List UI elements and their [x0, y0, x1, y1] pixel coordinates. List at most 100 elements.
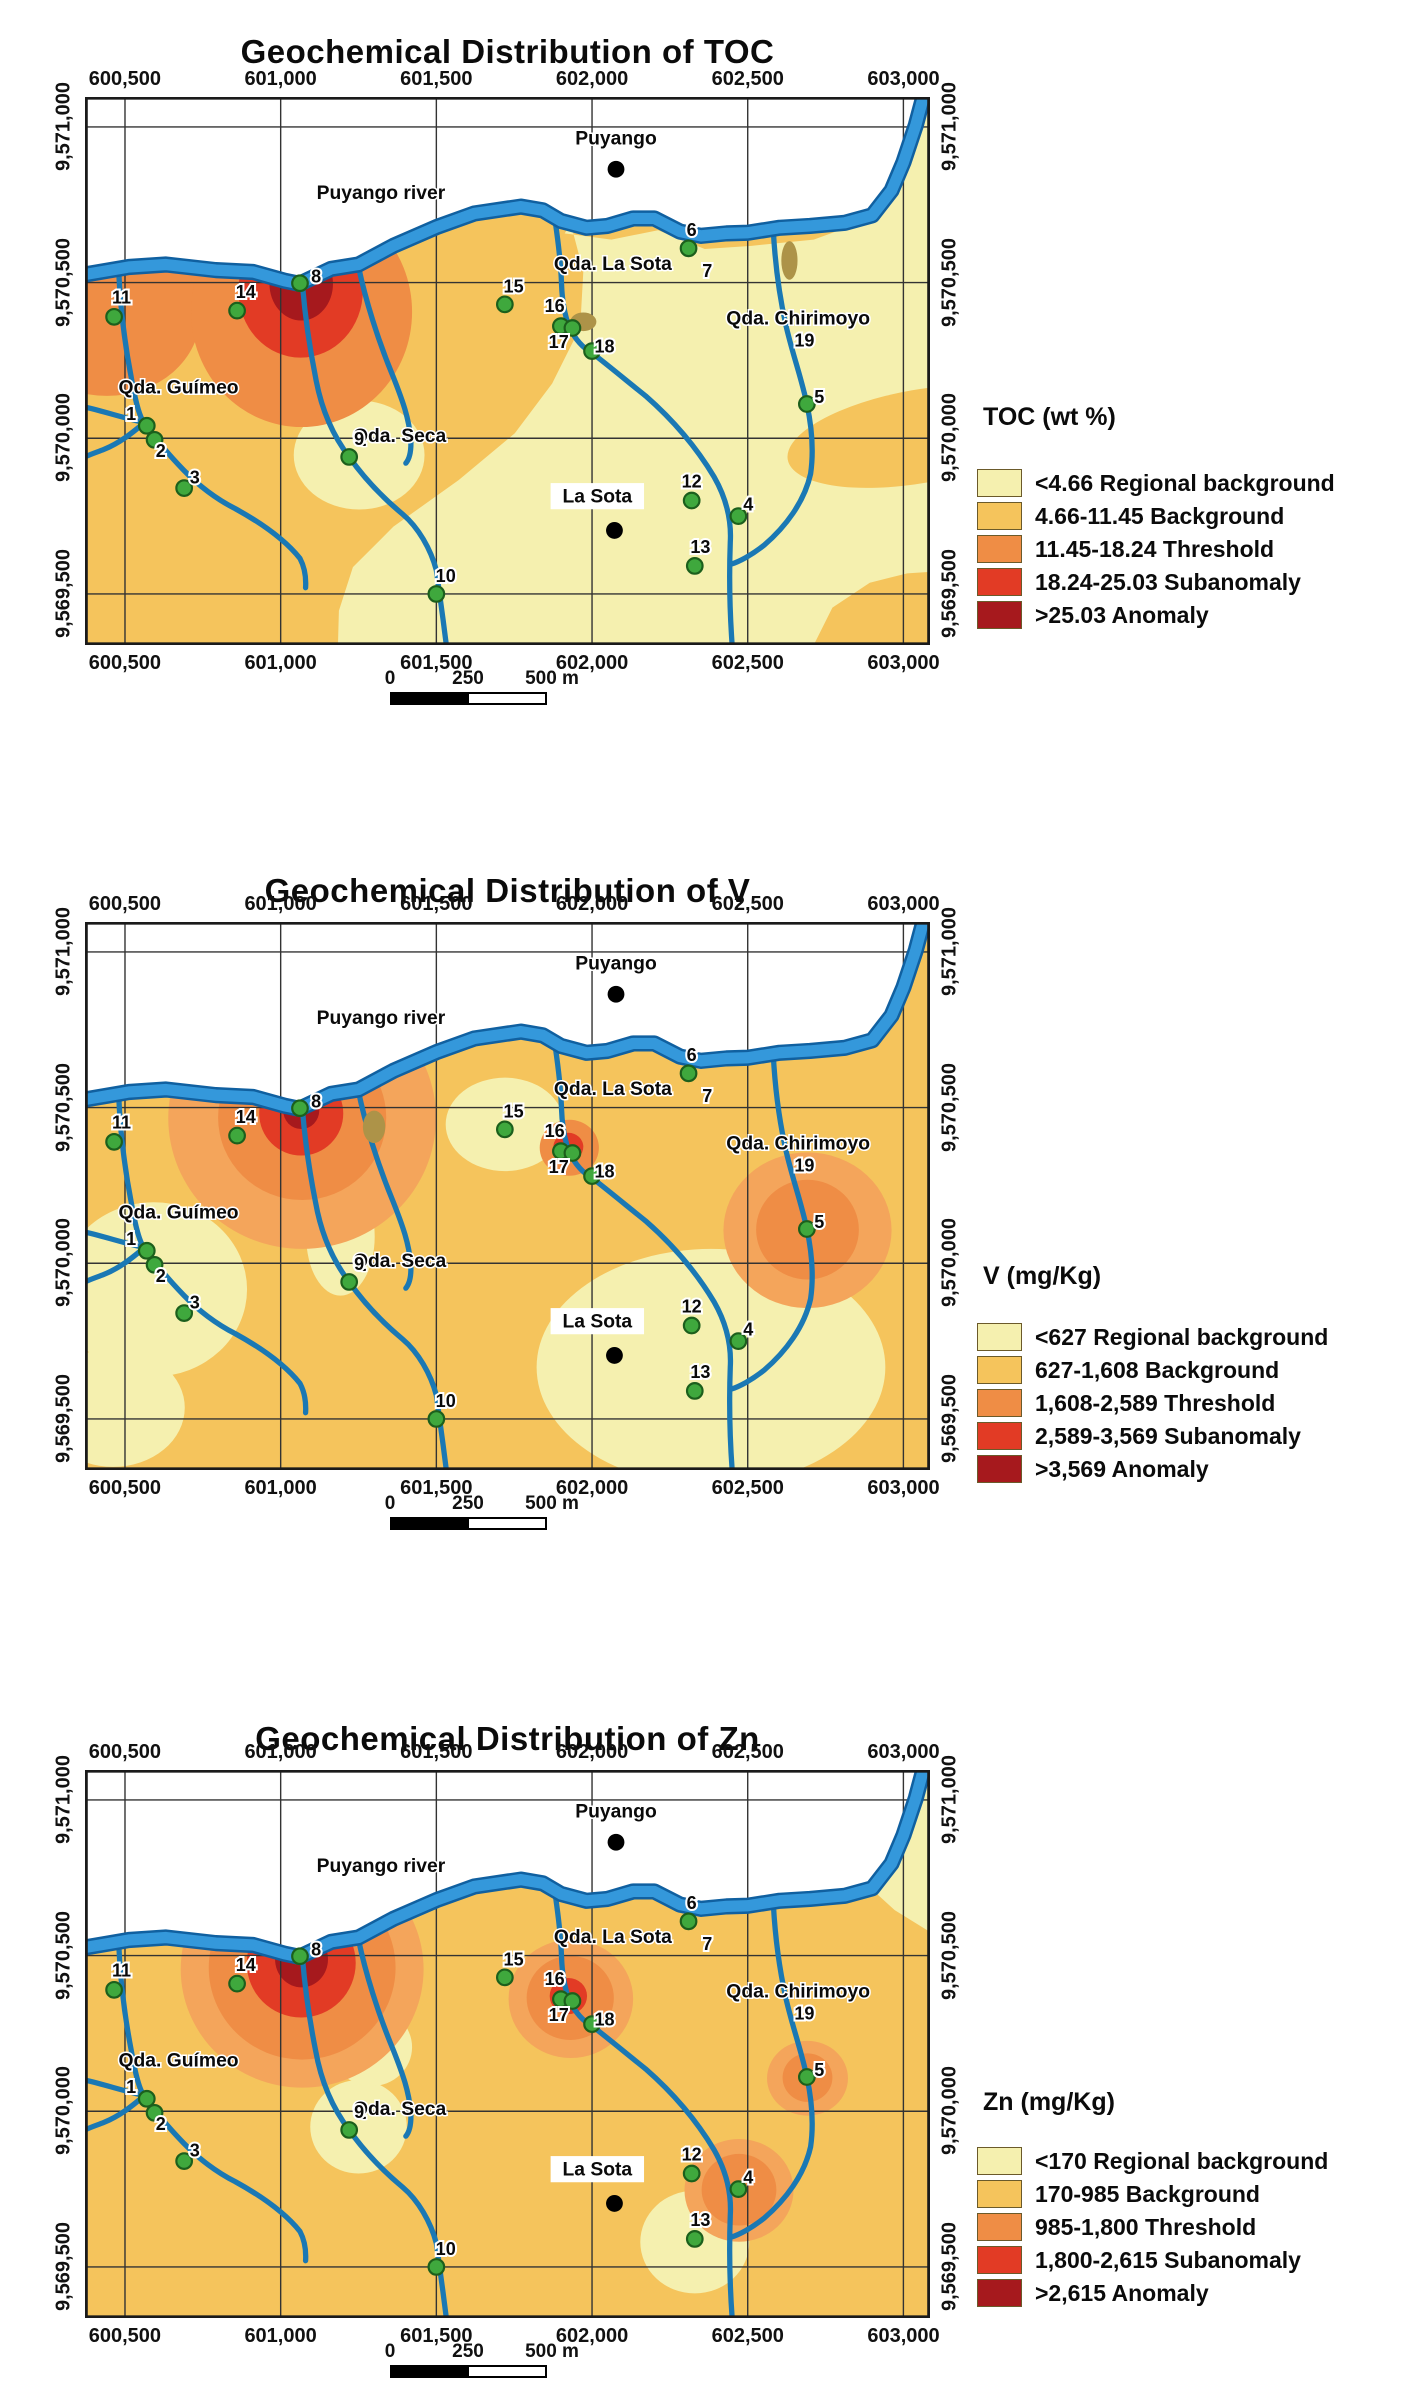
y-tick-label: 9,569,500: [52, 549, 75, 639]
zone-regional: [877, 1779, 930, 1932]
river-tributary: [552, 1044, 735, 1470]
legend-item-threshold: 11.45-18.24 Threshold: [977, 534, 1274, 564]
legend-item-anomaly: >2,615 Anomaly: [977, 2278, 1209, 2308]
legend-item-label: 18.24-25.03 Subanomaly: [1035, 568, 1301, 595]
sample-point-18: [583, 342, 601, 360]
place-label-qda-chirimoyo: Qda. Chirimoyo: [726, 308, 870, 329]
river-main-casing: [85, 1770, 930, 1965]
lithology-patch: [781, 241, 798, 280]
scale-label: 250: [452, 1493, 484, 1514]
legend-title-zn: Zn (mg/Kg): [983, 2088, 1115, 2116]
scale-label: 250: [452, 668, 484, 689]
y-tick-label: 9,570,000: [52, 2066, 75, 2156]
legend-item-anomaly: >3,569 Anomaly: [977, 1454, 1209, 1484]
scale-label: 0: [384, 2341, 396, 2362]
sample-point-13: [685, 2230, 704, 2248]
x-tick-label: 602,000: [555, 2325, 629, 2347]
legend-swatch-regional: [977, 2147, 1022, 2175]
legend-swatch-anomaly: [977, 1455, 1022, 1483]
sample-point-2: [145, 1255, 164, 1274]
sample-label-17: 17: [549, 332, 569, 352]
place-label-puyango: Puyango: [575, 128, 657, 149]
zone-threshold: [539, 1119, 599, 1176]
sample-point-2: [145, 2103, 164, 2122]
place-label-qda-la-sota: Qda. La Sota: [554, 1079, 672, 1100]
place-label-la-sota: La Sota: [562, 486, 632, 507]
zone-regional: [640, 2190, 750, 2294]
river-tributary: [85, 404, 147, 426]
sample-label-1: 1: [126, 1229, 136, 1249]
x-tick-label: 602,500: [711, 2325, 784, 2347]
sample-point-18: [583, 2015, 601, 2033]
legend-item-background: 4.66-11.45 Background: [977, 501, 1284, 531]
sample-label-5: 5: [814, 387, 824, 407]
legend-swatch-regional: [977, 469, 1022, 497]
zone-anomaly: [269, 247, 333, 321]
sample-label-9: 9: [354, 429, 364, 449]
sample-point-16: [552, 1990, 570, 2009]
sample-point-13: [685, 557, 704, 575]
sample-label-5: 5: [814, 1212, 824, 1232]
legend-swatch-threshold: [977, 535, 1022, 563]
zone-regional: [293, 400, 425, 510]
town-dot-puyango: [607, 160, 625, 178]
zone-background: [787, 384, 930, 488]
sample-label-2: 2: [156, 1266, 166, 1286]
legend-swatch-threshold: [977, 2213, 1022, 2241]
town-dot-puyango: [607, 1833, 625, 1851]
scale-label: 0: [384, 668, 396, 689]
north-bank-area: [85, 1770, 924, 1957]
x-tick-label: 601,000: [244, 2325, 317, 2347]
legend-item-label: 627-1,608 Background: [1035, 1356, 1280, 1383]
legend-item-background: 627-1,608 Background: [977, 1355, 1279, 1385]
sample-point-8: [291, 274, 309, 293]
x-tick-label: 601,000: [244, 1741, 317, 1763]
town-dot-puyango: [607, 985, 625, 1003]
sample-point-6: [679, 1064, 698, 1083]
lithology-patch: [362, 1110, 386, 1144]
legend-item-label: <170 Regional background: [1035, 2147, 1329, 2174]
scale-bar: [390, 1517, 547, 1530]
y-tick-label: 9,571,000: [938, 81, 961, 171]
sample-label-8: 8: [311, 1092, 321, 1112]
x-tick-label: 601,000: [244, 893, 317, 915]
sample-label-11: 11: [112, 1113, 131, 1133]
x-tick-label: 602,000: [555, 68, 629, 90]
sample-label-5: 5: [814, 2060, 824, 2080]
sample-point-16: [552, 1142, 570, 1161]
y-tick-label: 9,571,000: [938, 906, 961, 996]
sample-label-16: 16: [545, 1969, 565, 1989]
river-main-casing: [85, 97, 930, 292]
sample-label-17: 17: [549, 2005, 569, 2025]
legend-item-regional: <4.66 Regional background: [977, 468, 1335, 498]
sample-point-15: [495, 1120, 514, 1139]
river-tributary: [85, 2093, 147, 2133]
scale-bar-filled: [392, 2367, 469, 2376]
sample-point-9: [340, 448, 359, 466]
sample-point-18: [583, 1167, 601, 1185]
sample-label-3: 3: [190, 1293, 200, 1313]
x-tick-label: 603,000: [867, 893, 940, 915]
x-tick-label: 601,000: [244, 1477, 317, 1499]
sample-point-5: [798, 1220, 816, 1238]
legend-item-background: 170-985 Background: [977, 2179, 1260, 2209]
legend-swatch-background: [977, 1356, 1022, 1384]
sample-point-10: [427, 585, 446, 603]
legend-swatch-anomaly: [977, 2279, 1022, 2307]
zone-regional: [337, 107, 930, 645]
river-tributary: [552, 1892, 735, 2318]
river-main: [85, 922, 929, 1115]
legend-item-label: >3,569 Anomaly: [1035, 1455, 1209, 1482]
scale-label: 500 m: [525, 1493, 579, 1514]
sample-label-17: 17: [549, 1157, 569, 1177]
river-main: [85, 97, 929, 290]
map-frame: [85, 97, 930, 645]
zone-anomaly: [275, 1931, 328, 1988]
map-base: [85, 922, 930, 1470]
river-main-casing: [85, 922, 930, 1117]
y-tick-label: 9,570,500: [52, 1062, 75, 1152]
sample-label-13: 13: [690, 1362, 710, 1382]
y-tick-label: 9,569,500: [938, 549, 961, 639]
